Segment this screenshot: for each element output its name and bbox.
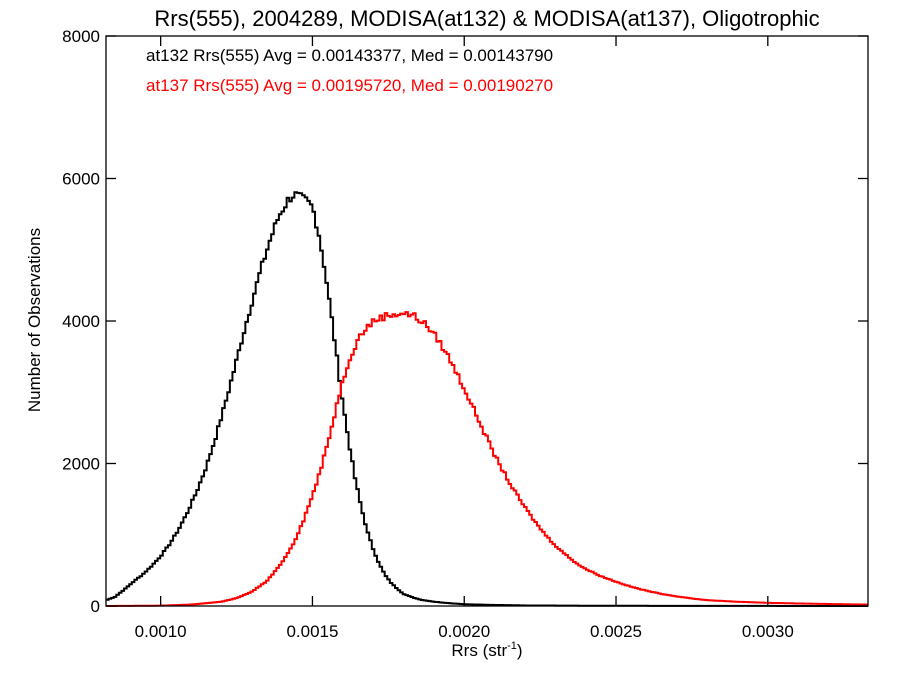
- y-axis-label: Number of Observations: [25, 228, 44, 412]
- x-axis-label-end: ): [517, 641, 523, 660]
- legend-entry-at132: at132 Rrs(555) Avg = 0.00143377, Med = 0…: [146, 46, 553, 65]
- x-tick-label: 0.0015: [286, 622, 338, 641]
- x-axis-ticks: 0.0010 0.0015 0.0020 0.0025 0.0030: [135, 36, 794, 641]
- y-tick-label: 8000: [62, 27, 100, 46]
- x-tick-label: 0.0025: [590, 622, 642, 641]
- series-line-at132: [106, 191, 868, 607]
- chart-title: Rrs(555), 2004289, MODISA(at132) & MODIS…: [154, 6, 819, 31]
- x-tick-label: 0.0010: [135, 622, 187, 641]
- y-tick-label: 2000: [62, 455, 100, 474]
- y-tick-label: 0: [91, 597, 100, 616]
- y-tick-label: 4000: [62, 312, 100, 331]
- x-axis-label: Rrs (str-1): [451, 640, 522, 660]
- series-layer: [106, 191, 869, 607]
- x-axis-label-main: Rrs (str: [451, 641, 507, 660]
- series-line-at137: [106, 311, 869, 607]
- x-tick-label: 0.0030: [742, 622, 794, 641]
- legend-entry-at137: at137 Rrs(555) Avg = 0.00195720, Med = 0…: [146, 76, 553, 95]
- x-tick-label: 0.0020: [438, 622, 490, 641]
- plot-frame: [105, 35, 869, 607]
- y-axis-ticks: 0 2000 4000 6000 8000: [62, 27, 868, 616]
- y-tick-label: 6000: [62, 170, 100, 189]
- x-axis-label-superscript: -1: [507, 640, 517, 652]
